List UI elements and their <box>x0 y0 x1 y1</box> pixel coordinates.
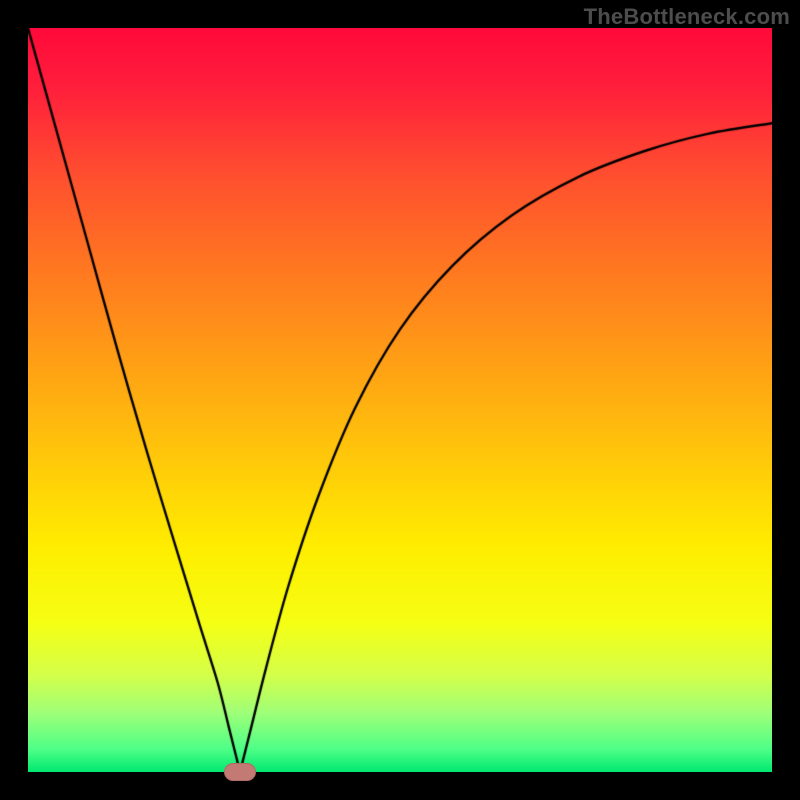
watermark-text: TheBottleneck.com <box>584 4 790 30</box>
plot-area <box>28 28 772 772</box>
minimum-marker <box>224 763 256 781</box>
chart-container: TheBottleneck.com <box>0 0 800 800</box>
bottleneck-curve <box>28 28 772 772</box>
